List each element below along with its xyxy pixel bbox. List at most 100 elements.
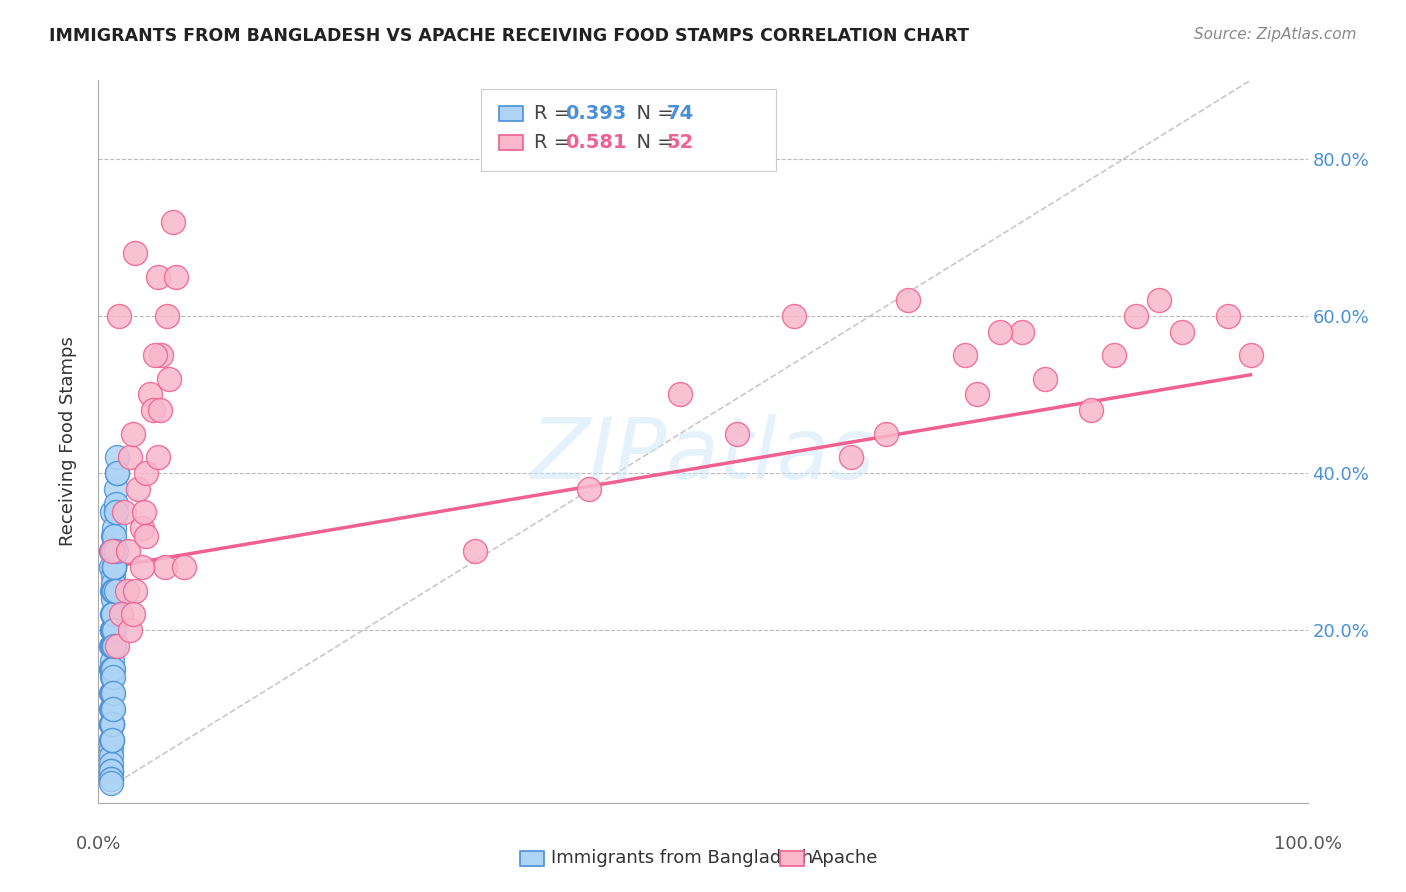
Point	[103, 544, 125, 558]
Point	[103, 639, 125, 653]
Point	[101, 686, 124, 700]
Point	[100, 717, 122, 731]
Point	[103, 607, 125, 622]
Point	[103, 591, 125, 606]
Point	[101, 639, 124, 653]
Text: 0.393: 0.393	[565, 103, 627, 123]
Point	[121, 607, 143, 622]
Point	[839, 450, 862, 465]
Point	[121, 426, 143, 441]
Point	[115, 583, 138, 598]
Point	[104, 482, 127, 496]
Point	[100, 560, 122, 574]
Point	[127, 482, 149, 496]
Point	[110, 607, 132, 622]
Y-axis label: Receiving Food Stamps: Receiving Food Stamps	[59, 336, 77, 547]
Point	[103, 639, 125, 653]
Text: 100.0%: 100.0%	[1274, 835, 1341, 853]
Point	[142, 403, 165, 417]
Point	[104, 497, 127, 511]
Point	[100, 748, 122, 763]
Text: IMMIGRANTS FROM BANGLADESH VS APACHE RECEIVING FOOD STAMPS CORRELATION CHART: IMMIGRANTS FROM BANGLADESH VS APACHE REC…	[49, 27, 969, 45]
Point	[100, 740, 122, 755]
Point	[103, 568, 125, 582]
Point	[1125, 309, 1147, 323]
Point	[173, 560, 195, 574]
Point	[104, 505, 127, 519]
Text: R =: R =	[534, 103, 576, 123]
Point	[101, 623, 124, 637]
Point	[101, 733, 124, 747]
Point	[897, 293, 920, 308]
Point	[112, 505, 135, 519]
Point	[103, 607, 125, 622]
Point	[146, 269, 169, 284]
Point	[103, 607, 125, 622]
Point	[100, 544, 122, 558]
Point	[100, 772, 122, 787]
Point	[100, 662, 122, 676]
Point	[103, 544, 125, 558]
Point	[132, 505, 155, 519]
Point	[103, 623, 125, 637]
Text: 52: 52	[666, 133, 693, 153]
Point	[101, 583, 124, 598]
Point	[101, 662, 124, 676]
Point	[578, 482, 600, 496]
Point	[103, 662, 125, 676]
Point	[124, 246, 146, 260]
Point	[464, 544, 486, 558]
Point	[103, 670, 125, 684]
Point	[101, 670, 124, 684]
Point	[103, 607, 125, 622]
Point	[101, 639, 124, 653]
Point	[117, 544, 139, 558]
Text: R =: R =	[534, 133, 576, 153]
Text: 74: 74	[666, 103, 693, 123]
Point	[1080, 403, 1102, 417]
Point	[101, 701, 124, 715]
Text: 0.581: 0.581	[565, 133, 627, 153]
Point	[1216, 309, 1239, 323]
Point	[103, 583, 125, 598]
Point	[875, 426, 897, 441]
Point	[103, 623, 125, 637]
Point	[120, 623, 142, 637]
Point	[100, 776, 122, 790]
Point	[783, 309, 806, 323]
Point	[156, 309, 179, 323]
Point	[103, 583, 125, 598]
Point	[135, 529, 157, 543]
Point	[124, 583, 146, 598]
Point	[101, 717, 124, 731]
Point	[1011, 325, 1033, 339]
Point	[103, 529, 125, 543]
Text: Source: ZipAtlas.com: Source: ZipAtlas.com	[1194, 27, 1357, 42]
Point	[725, 426, 748, 441]
Point	[162, 214, 184, 228]
Point	[146, 450, 169, 465]
Point	[101, 623, 124, 637]
Point	[100, 686, 122, 700]
Point	[101, 655, 124, 669]
Point	[100, 772, 122, 787]
Point	[101, 505, 124, 519]
Point	[104, 505, 127, 519]
Point	[150, 348, 173, 362]
Point	[955, 348, 977, 362]
Text: N =: N =	[624, 103, 681, 123]
Point	[104, 544, 127, 558]
Point	[100, 756, 122, 771]
Point	[101, 544, 124, 558]
Point	[103, 529, 125, 543]
Point	[1149, 293, 1171, 308]
Point	[104, 583, 127, 598]
Point	[145, 348, 167, 362]
Text: ZIPatlas: ZIPatlas	[531, 415, 875, 498]
Point	[103, 560, 125, 574]
Point	[101, 607, 124, 622]
Point	[153, 560, 176, 574]
Point	[105, 450, 128, 465]
Point	[105, 466, 128, 480]
Point	[1239, 348, 1261, 362]
